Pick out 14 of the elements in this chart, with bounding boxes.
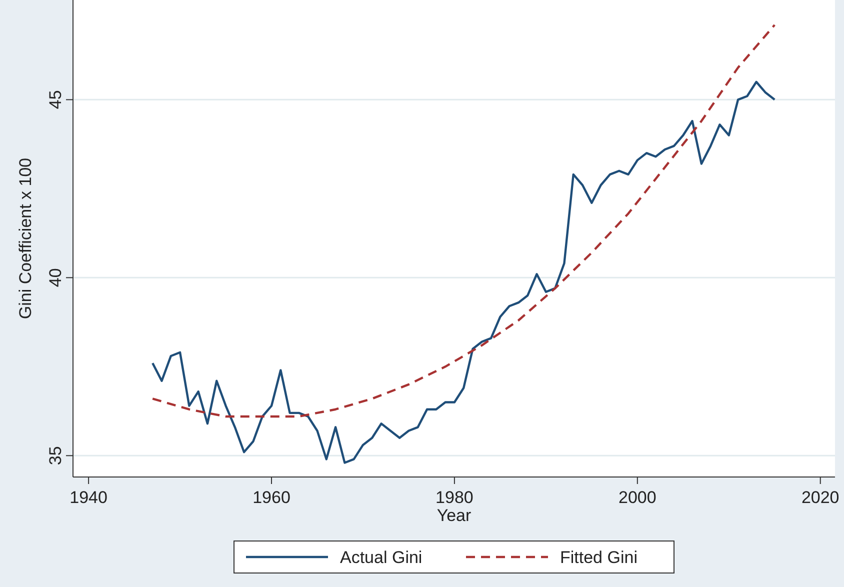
x-tick-label: 2020 [801,488,840,507]
legend-label: Actual Gini [340,548,422,567]
line-series [151,24,776,418]
x-tick-label: 1960 [252,488,290,507]
x-axis-title: Year [436,506,472,525]
y-tick-label: 35 [46,446,65,466]
line-series [151,80,776,464]
y-tick-label: 40 [46,268,65,288]
y-axis-title: Gini Coefficient x 100 [16,158,35,320]
x-tick-label: 1980 [436,488,474,507]
x-tick-label: 1940 [70,488,108,507]
x-tick-label: 2000 [618,488,656,507]
y-tick-label: 45 [46,90,65,110]
legend-label: Fitted Gini [560,548,638,567]
